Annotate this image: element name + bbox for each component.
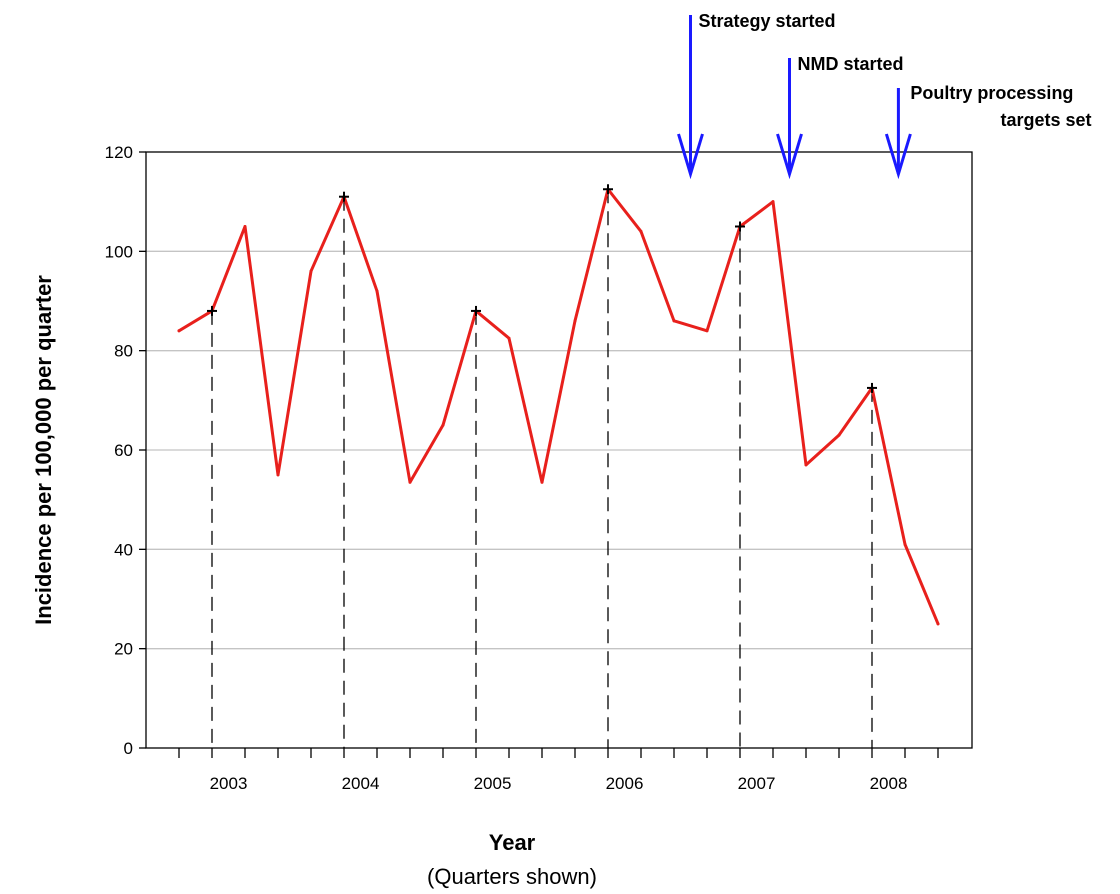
x-tick-label: 2005: [474, 774, 512, 793]
data-point: [177, 329, 181, 333]
y-axis: 0 20 40 60 80 100 120: [105, 143, 146, 758]
y-tick-label: 40: [114, 540, 133, 559]
y-tick-label: 20: [114, 640, 133, 659]
annotation-arrow: [776, 58, 803, 180]
data-point: [705, 329, 709, 333]
series-layer: [177, 184, 940, 626]
cross-marker: [603, 184, 613, 195]
annotation-label: Strategy started: [699, 11, 836, 31]
x-tick-label: 2008: [870, 774, 908, 793]
annotation-label: targets set: [1000, 110, 1091, 130]
data-point: [507, 336, 511, 340]
y-tick-label: 80: [114, 342, 133, 361]
x-tick-label: 2007: [738, 774, 776, 793]
arrow-head: [776, 133, 803, 180]
x-axis: 2003 2004 2005 2006 2007 2008: [178, 748, 939, 793]
annotation-arrow: [677, 15, 704, 180]
data-point: [540, 480, 544, 484]
y-tick-label: 60: [114, 441, 133, 460]
gridlines: [146, 250, 972, 650]
cross-marker: [867, 382, 877, 393]
x-axis-subtitle: (Quarters shown): [427, 864, 597, 889]
arrow-head: [677, 133, 704, 180]
data-point: [441, 423, 445, 427]
cross-marker: [339, 191, 349, 202]
data-point: [903, 542, 907, 546]
data-point: [573, 319, 577, 323]
data-point: [276, 473, 280, 477]
data-point: [375, 289, 379, 293]
data-point: [639, 229, 643, 233]
data-point: [408, 480, 412, 484]
annotation-arrow: [884, 88, 912, 180]
series-line: [177, 187, 940, 626]
data-point: [804, 463, 808, 467]
quarter-dashed-lines: [211, 189, 873, 748]
y-tick-label: 120: [105, 143, 133, 162]
y-tick-label: 100: [105, 242, 133, 261]
cross-marker: [735, 221, 745, 232]
x-tick-label: 2006: [606, 774, 644, 793]
arrow-head: [884, 133, 912, 180]
data-point: [936, 622, 940, 626]
x-axis-title: Year: [489, 830, 536, 855]
data-point: [837, 433, 841, 437]
annotation-label: NMD started: [798, 54, 904, 74]
cross-marker: [471, 305, 481, 316]
cross-marker: [207, 305, 217, 316]
x-tick-label: 2004: [342, 774, 380, 793]
data-point: [309, 269, 313, 273]
annotations-layer: Strategy started NMD started Poultry proce…: [677, 11, 1092, 180]
data-point: [243, 225, 247, 228]
annotation-label: Poultry processing: [910, 83, 1073, 103]
x-tick-label: 2003: [210, 774, 248, 793]
y-tick-label: 0: [124, 739, 133, 758]
data-point: [771, 200, 775, 204]
y-axis-title: Incidence per 100,000 per quarter: [31, 275, 56, 625]
data-point: [672, 319, 676, 323]
